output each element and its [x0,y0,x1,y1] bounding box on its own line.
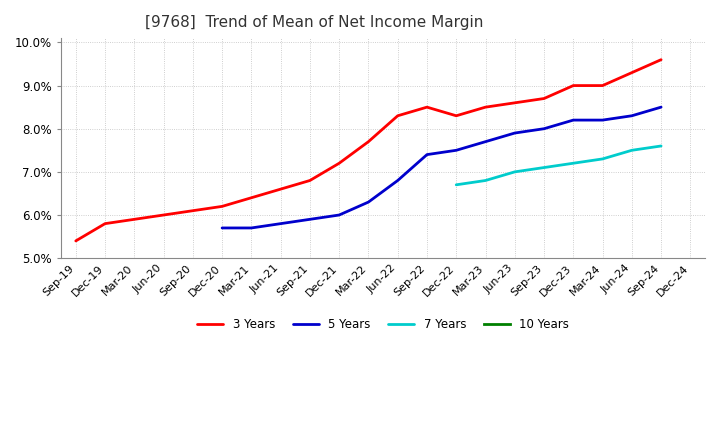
3 Years [335,161,343,166]
Legend: 3 Years, 5 Years, 7 Years, 10 Years: 3 Years, 5 Years, 7 Years, 10 Years [192,313,574,336]
3 Years [189,208,197,213]
3 Years [247,195,256,200]
Line: 3 Years: 3 Years [76,60,661,241]
3 Years [159,213,168,218]
3 Years [569,83,577,88]
7 Years [481,178,490,183]
3 Years [393,113,402,118]
3 Years [217,204,226,209]
3 Years [101,221,109,226]
5 Years [423,152,431,157]
3 Years [452,113,461,118]
5 Years [247,225,256,231]
7 Years [510,169,519,175]
7 Years [628,148,636,153]
5 Years [335,213,343,218]
5 Years [217,225,226,231]
7 Years [657,143,665,149]
Line: 5 Years: 5 Years [222,107,661,228]
3 Years [276,187,285,192]
7 Years [452,182,461,187]
5 Years [393,178,402,183]
3 Years [305,178,314,183]
5 Years [305,216,314,222]
7 Years [598,156,607,161]
3 Years [423,105,431,110]
3 Years [510,100,519,106]
7 Years [540,165,549,170]
3 Years [71,238,80,244]
3 Years [628,70,636,75]
5 Years [598,117,607,123]
3 Years [598,83,607,88]
5 Years [276,221,285,226]
5 Years [569,117,577,123]
5 Years [628,113,636,118]
5 Years [364,199,373,205]
3 Years [481,105,490,110]
5 Years [540,126,549,132]
5 Years [481,139,490,144]
5 Years [657,105,665,110]
5 Years [510,130,519,136]
3 Years [130,216,139,222]
Line: 7 Years: 7 Years [456,146,661,185]
7 Years [569,161,577,166]
3 Years [364,139,373,144]
3 Years [540,96,549,101]
3 Years [657,57,665,62]
5 Years [452,148,461,153]
Text: [9768]  Trend of Mean of Net Income Margin: [9768] Trend of Mean of Net Income Margi… [145,15,483,30]
